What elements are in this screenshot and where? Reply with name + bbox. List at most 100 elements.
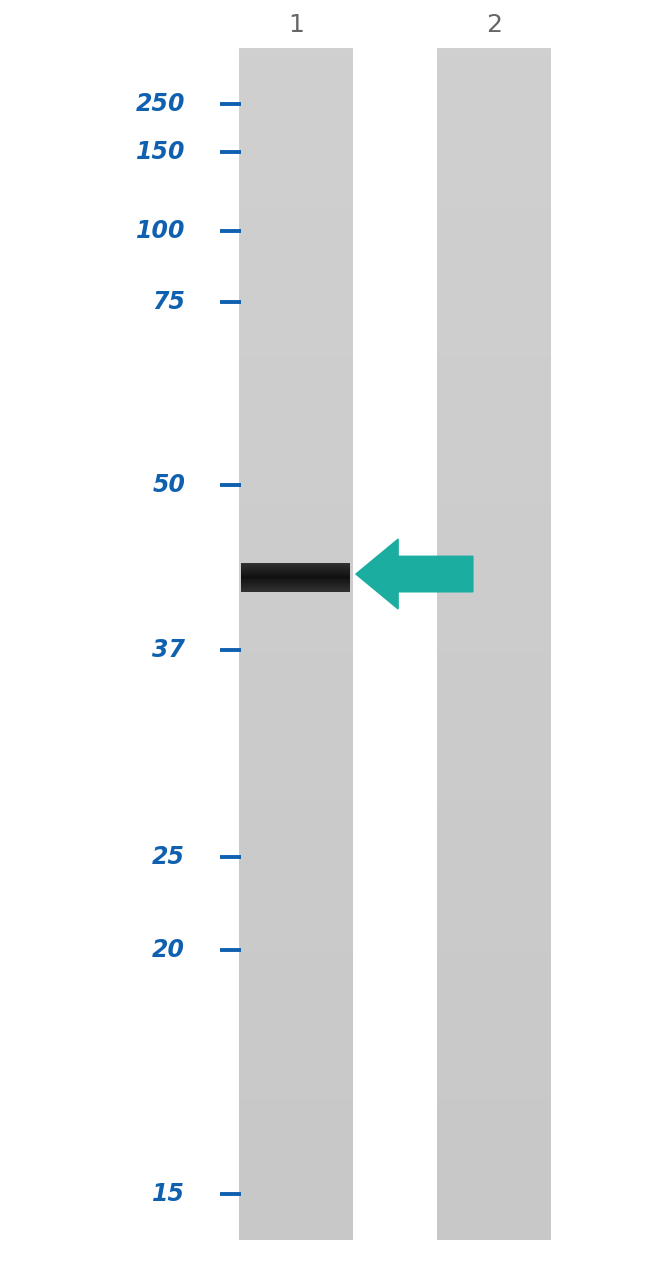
Bar <box>437 187 551 198</box>
Bar <box>239 1059 352 1071</box>
Bar <box>239 69 352 79</box>
Text: 2: 2 <box>486 14 502 37</box>
Bar <box>239 1030 352 1041</box>
Bar <box>239 525 352 536</box>
Bar <box>242 575 350 577</box>
Bar <box>239 970 352 982</box>
Bar <box>437 603 551 615</box>
FancyArrow shape <box>356 538 473 608</box>
Bar <box>437 77 551 89</box>
Bar <box>437 127 551 138</box>
Bar <box>242 563 350 565</box>
Bar <box>437 1218 551 1229</box>
Text: 100: 100 <box>136 220 185 243</box>
Bar <box>437 564 551 575</box>
Bar <box>242 578 350 579</box>
Bar <box>437 1040 551 1052</box>
Bar <box>437 475 551 486</box>
Bar <box>242 575 350 578</box>
Bar <box>239 1090 352 1101</box>
Bar <box>437 465 551 476</box>
Bar <box>239 702 352 714</box>
Bar <box>239 1069 352 1081</box>
Bar <box>239 444 352 456</box>
Bar <box>437 792 551 803</box>
Bar <box>239 48 352 60</box>
Bar <box>239 851 352 862</box>
Text: 1: 1 <box>288 14 304 37</box>
Bar <box>239 257 352 268</box>
Bar <box>437 1059 551 1071</box>
Bar <box>437 88 551 99</box>
Bar <box>239 316 352 328</box>
Bar <box>242 564 350 566</box>
Bar <box>437 683 551 695</box>
Bar <box>239 762 352 773</box>
Bar <box>437 1020 551 1031</box>
Bar <box>437 1189 551 1200</box>
Bar <box>437 405 551 417</box>
Bar <box>239 1050 352 1060</box>
Bar <box>437 137 551 149</box>
Bar <box>242 580 350 583</box>
Bar <box>239 733 352 744</box>
Text: 75: 75 <box>152 291 185 314</box>
Bar <box>437 1001 551 1011</box>
Bar <box>239 653 352 664</box>
Bar <box>437 801 551 813</box>
Bar <box>437 514 551 526</box>
Bar <box>239 98 352 109</box>
Bar <box>239 871 352 883</box>
Bar <box>437 236 551 248</box>
Bar <box>239 118 352 128</box>
Bar <box>437 345 551 357</box>
Bar <box>239 712 352 724</box>
Bar <box>437 1109 551 1120</box>
Bar <box>239 1228 352 1240</box>
Bar <box>239 822 352 833</box>
Bar <box>239 1199 352 1210</box>
Bar <box>239 832 352 843</box>
Bar <box>437 504 551 516</box>
Bar <box>437 772 551 784</box>
Bar <box>437 207 551 218</box>
Bar <box>437 246 551 258</box>
Bar <box>239 861 352 872</box>
Bar <box>239 593 352 605</box>
Bar <box>239 395 352 406</box>
Bar <box>437 48 551 60</box>
Bar <box>239 1119 352 1130</box>
Bar <box>437 702 551 714</box>
Bar <box>239 485 352 495</box>
Bar <box>239 147 352 159</box>
Bar <box>437 366 551 377</box>
Bar <box>239 494 352 505</box>
Bar <box>239 693 352 704</box>
Bar <box>437 335 551 347</box>
Bar <box>239 1129 352 1140</box>
Bar <box>239 366 352 377</box>
Bar <box>437 277 551 287</box>
Bar <box>242 579 350 582</box>
Bar <box>437 593 551 605</box>
Bar <box>437 1149 551 1161</box>
Bar <box>242 584 350 587</box>
Bar <box>437 1179 551 1190</box>
Bar <box>437 147 551 159</box>
Bar <box>242 572 350 574</box>
Bar <box>437 455 551 466</box>
Bar <box>239 743 352 753</box>
Bar <box>242 569 350 572</box>
Bar <box>239 535 352 545</box>
Bar <box>239 1080 352 1091</box>
Bar <box>437 197 551 208</box>
Bar <box>437 316 551 328</box>
Bar <box>239 504 352 516</box>
Bar <box>437 1168 551 1180</box>
Bar <box>239 296 352 307</box>
Bar <box>239 931 352 942</box>
Bar <box>437 58 551 70</box>
Bar <box>239 921 352 932</box>
Bar <box>239 425 352 437</box>
Bar <box>437 356 551 367</box>
